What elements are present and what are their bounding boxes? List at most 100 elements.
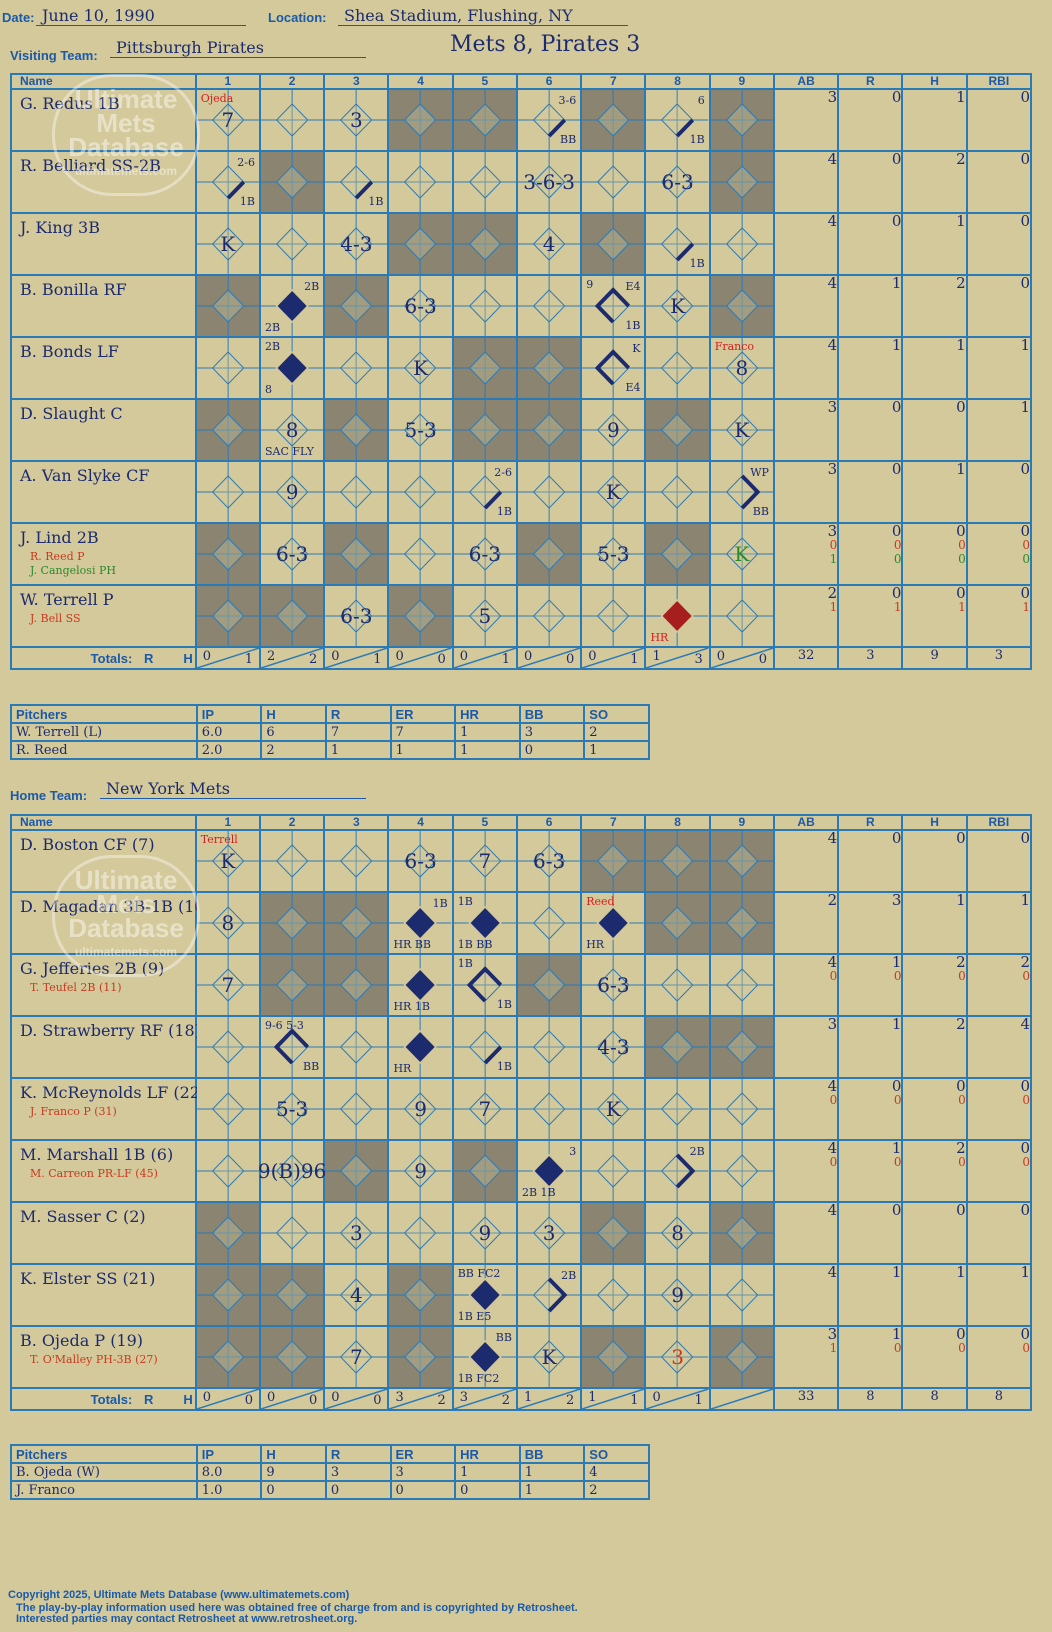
inning-hits: 0 xyxy=(308,1393,318,1408)
batter-stat-cell: 0 xyxy=(901,398,968,462)
batter-name: B. Bonds LF xyxy=(20,342,119,361)
inning-cell xyxy=(644,1015,711,1079)
play-note: 1B xyxy=(689,257,705,270)
stat-value: 0 xyxy=(1020,522,1030,540)
batter-stat-cell: 3 xyxy=(772,460,840,524)
inning-cell: 1B HR BB xyxy=(387,891,454,955)
pitcher-stat: 1 xyxy=(389,740,457,760)
inning-cell: 2-6 1B xyxy=(451,460,518,524)
pitcher-stat: 2.0 xyxy=(195,740,263,760)
totals-label: Totals: xyxy=(90,1391,133,1407)
batter-row: J. Lind 2B R. Reed P J. Cangelosi PH 6-3 6-3… xyxy=(10,522,1033,586)
stat-value: 0 xyxy=(958,969,966,983)
batter-row: B. Bonilla RF 2B 2B 6-3 9 E4 1B K 4 1 2 0 xyxy=(10,274,1033,338)
pitcher-stat: 6.0 xyxy=(195,722,263,742)
batter-stat-cell: 4 xyxy=(772,150,840,214)
stat-header: AB xyxy=(772,814,840,831)
stat-value: 2 xyxy=(956,1139,966,1157)
stat-value: 2 xyxy=(1020,953,1030,971)
play-result: 3 xyxy=(542,1221,556,1245)
batter-stat-cell: 4 xyxy=(772,274,840,338)
inning-hits: 2 xyxy=(437,1393,446,1408)
batter-stat-cell: 1 xyxy=(837,1263,904,1327)
inning-runs: 0 xyxy=(459,649,468,664)
inning-cell xyxy=(708,1015,775,1079)
batter-row: A. Van Slyke CF 9 2-6 1B K WP BB 3 0 1 0 xyxy=(10,460,1033,524)
stat-header: H xyxy=(901,814,968,831)
inning-cell: 3-6 BB xyxy=(515,88,583,152)
inning-cell xyxy=(580,1325,647,1389)
stat-value: 0 xyxy=(1020,829,1030,847)
batter-name: J. King 3B xyxy=(20,218,100,237)
inning-cell: 5-3 xyxy=(387,398,454,462)
pitcher-stat: 1 xyxy=(454,1462,521,1482)
total-stat: 32 xyxy=(772,646,840,670)
play-note: BB xyxy=(495,1331,512,1344)
inning-runs: 0 xyxy=(202,649,211,664)
play-note: HR xyxy=(650,631,669,644)
inning-cell: 7 Ojeda xyxy=(194,88,261,152)
inning-cell xyxy=(644,1077,711,1141)
stat-value: 4 xyxy=(827,1201,838,1219)
stat-value: 4 xyxy=(827,212,838,230)
inning-cell: K xyxy=(708,398,775,462)
batter-stat-cell: 0 xyxy=(837,1201,904,1265)
pitcher-column-header: SO xyxy=(583,704,650,724)
pitcher-stat: 0 xyxy=(324,1480,392,1500)
inning-cell xyxy=(323,398,390,462)
inning-runs: 3 xyxy=(395,1390,404,1405)
pitcher-stat: 9 xyxy=(260,1462,327,1482)
play-result: 4 xyxy=(542,232,556,256)
stat-value: 4 xyxy=(827,336,838,354)
inning-cell: 6-3 xyxy=(323,584,390,648)
inning-cell xyxy=(708,1139,775,1203)
inning-cell: 9(B)96 xyxy=(258,1139,326,1203)
stat-value: 0 xyxy=(829,1093,838,1107)
batter-name: M. Sasser C (2) xyxy=(20,1207,146,1226)
stat-value: 0 xyxy=(891,150,902,168)
pitcher-stat: B. Ojeda (W) xyxy=(10,1462,198,1482)
inning-cell xyxy=(194,1077,261,1141)
stat-value: 1 xyxy=(891,1325,902,1343)
pitcher-column-header: BB xyxy=(518,1444,586,1464)
inning-cell xyxy=(644,891,711,955)
batter-stat-cell: 1 xyxy=(965,1263,1033,1327)
inning-runs: 0 xyxy=(652,1390,661,1405)
inning-cell: 8 xyxy=(194,891,261,955)
stat-value: 0 xyxy=(893,1093,902,1107)
inning-cell xyxy=(515,1077,583,1141)
stat-value: 0 xyxy=(891,829,902,847)
stat-value: 1 xyxy=(891,274,902,292)
batter-stat-cell: 1 xyxy=(901,88,968,152)
stat-value: 4 xyxy=(827,1077,838,1095)
pitcher-column-header: IP xyxy=(195,704,263,724)
inning-cell xyxy=(387,1263,454,1327)
total-stat: 3 xyxy=(965,646,1033,670)
batter-name: M. Marshall 1B (6) xyxy=(20,1145,174,1164)
batter-stat-cell: 0 xyxy=(837,398,904,462)
play-result: 3-6-3 xyxy=(523,170,575,194)
inning-runs: 0 xyxy=(331,649,340,664)
location-value: Shea Stadium, Flushing, NY xyxy=(338,6,628,26)
pitcher-row: J. Franco 1.0 0 0 0 0 1 2 xyxy=(10,1480,650,1500)
batter-stat-cell: 1 xyxy=(901,1263,968,1327)
stat-value: 0 xyxy=(956,398,966,416)
play-note: K xyxy=(632,342,641,355)
play-result: K xyxy=(734,418,750,442)
inning-cell: 2B 8 xyxy=(258,336,326,400)
stat-value: 0 xyxy=(1020,1201,1030,1219)
play-result: 9 xyxy=(478,1221,492,1245)
batter-stat-cell: 0 xyxy=(965,829,1033,893)
batter-row: R. Belliard SS-2B 2-6 1B 1B 3-6-3 6-3 4 0 2 0 xyxy=(10,150,1033,214)
inning-cell: 5 xyxy=(451,584,518,648)
pitchers-header-row: Pitchers IP H R ER HR BB SO xyxy=(10,704,650,724)
play-note: Reed xyxy=(586,895,615,908)
inning-cell xyxy=(451,1139,518,1203)
name-column-header: Name xyxy=(10,814,197,831)
play-note: 1B E5 xyxy=(457,1310,492,1323)
batter-row: W. Terrell P J. Bell SS 6-3 5 HR 2 1 0 1 0 1 0 1 xyxy=(10,584,1033,648)
